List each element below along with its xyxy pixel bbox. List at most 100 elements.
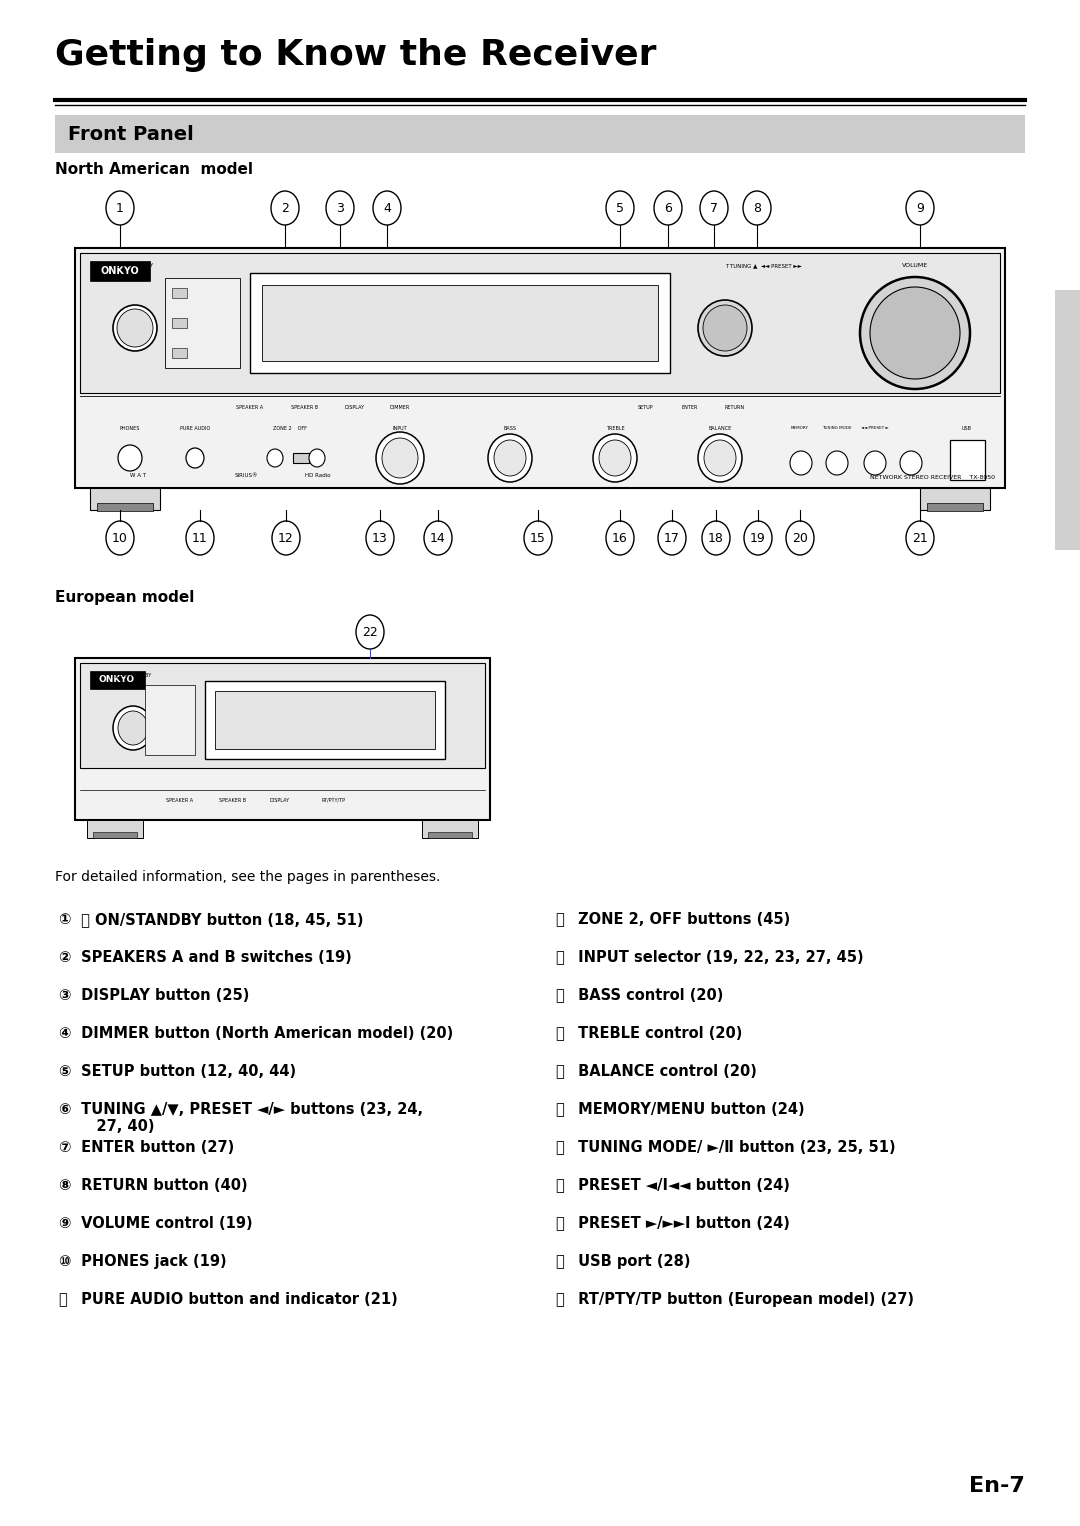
Ellipse shape	[309, 449, 325, 467]
Text: VOLUME: VOLUME	[902, 262, 928, 269]
Text: En-7: En-7	[969, 1476, 1025, 1495]
Ellipse shape	[376, 432, 424, 484]
Bar	[165, 278, 240, 368]
Text: PURE AUDIO button and indicator (21): PURE AUDIO button and indicator (21)	[76, 1293, 397, 1306]
Text: 15: 15	[530, 531, 545, 545]
Bar	[927, 504, 983, 511]
Text: Getting to Know the Receiver: Getting to Know the Receiver	[55, 38, 657, 72]
Ellipse shape	[117, 308, 153, 346]
Text: USB port (28): USB port (28)	[573, 1254, 690, 1270]
Text: MEMORY/MENU button (24): MEMORY/MENU button (24)	[573, 1102, 805, 1117]
Ellipse shape	[786, 520, 814, 555]
Bar	[90, 261, 150, 281]
Ellipse shape	[326, 191, 354, 224]
Text: 10: 10	[112, 531, 127, 545]
Text: ①: ①	[58, 913, 70, 926]
Text: 5: 5	[616, 201, 624, 215]
Text: RETURN: RETURN	[725, 404, 745, 410]
Ellipse shape	[702, 520, 730, 555]
Text: RETURN button (40): RETURN button (40)	[76, 1178, 247, 1193]
Bar	[920, 488, 990, 510]
Text: VOLUME control (19): VOLUME control (19)	[76, 1216, 253, 1231]
Text: BASS: BASS	[503, 426, 516, 430]
Ellipse shape	[366, 520, 394, 555]
Bar	[172, 317, 187, 328]
Text: SIRIUS®: SIRIUS®	[235, 473, 258, 478]
Bar	[249, 273, 670, 372]
Text: 2: 2	[281, 201, 289, 215]
Text: BASS control (20): BASS control (20)	[573, 987, 724, 1003]
Text: TUNING ▲/▼, PRESET ◄/► buttons (23, 24,
    27, 40): TUNING ▲/▼, PRESET ◄/► buttons (23, 24, …	[76, 1102, 423, 1134]
Text: 8: 8	[753, 201, 761, 215]
Text: SPEAKERS A and B switches (19): SPEAKERS A and B switches (19)	[76, 951, 352, 964]
Text: ONKYO: ONKYO	[100, 266, 139, 276]
Text: ⑮: ⑮	[555, 1025, 564, 1041]
Ellipse shape	[826, 452, 848, 475]
Text: ⑧: ⑧	[58, 1178, 70, 1193]
Text: ⑲: ⑲	[555, 1178, 564, 1193]
Text: SPEAKER B: SPEAKER B	[219, 798, 246, 803]
Text: ⑳: ⑳	[555, 1216, 564, 1231]
Text: DIMMER: DIMMER	[390, 404, 410, 410]
Text: TUNING MODE: TUNING MODE	[822, 426, 852, 430]
Text: For detailed information, see the pages in parentheses.: For detailed information, see the pages …	[55, 870, 441, 884]
Bar	[293, 453, 309, 462]
Text: 17: 17	[664, 531, 680, 545]
Bar	[75, 249, 1005, 488]
Ellipse shape	[382, 438, 418, 478]
Text: 6: 6	[664, 201, 672, 215]
Text: W A T: W A T	[130, 473, 146, 478]
Bar	[262, 285, 658, 362]
Ellipse shape	[698, 301, 752, 356]
Ellipse shape	[870, 287, 960, 378]
Ellipse shape	[271, 191, 299, 224]
Ellipse shape	[900, 452, 922, 475]
Ellipse shape	[106, 191, 134, 224]
Bar	[950, 439, 985, 481]
Bar	[422, 819, 478, 838]
Text: 1: 1	[116, 201, 124, 215]
Ellipse shape	[606, 191, 634, 224]
Text: DISPLAY: DISPLAY	[345, 404, 365, 410]
Text: 13: 13	[373, 531, 388, 545]
Text: ⑩: ⑩	[58, 1254, 70, 1270]
Text: TREBLE control (20): TREBLE control (20)	[573, 1025, 742, 1041]
Bar	[428, 832, 472, 838]
Text: HD Radio: HD Radio	[305, 473, 330, 478]
Text: ⑯: ⑯	[555, 1064, 564, 1079]
Text: 19: 19	[751, 531, 766, 545]
Ellipse shape	[744, 520, 772, 555]
Text: 18: 18	[708, 531, 724, 545]
Bar	[87, 819, 143, 838]
Bar	[90, 671, 145, 690]
Text: RT/PTY/TP: RT/PTY/TP	[321, 798, 345, 803]
Bar	[90, 488, 160, 510]
Bar	[80, 662, 485, 768]
Text: USB: USB	[962, 426, 972, 430]
Ellipse shape	[906, 520, 934, 555]
Ellipse shape	[789, 452, 812, 475]
Text: ④: ④	[58, 1025, 70, 1041]
Ellipse shape	[186, 449, 204, 468]
Text: 12: 12	[279, 531, 294, 545]
Ellipse shape	[698, 433, 742, 482]
Text: European model: European model	[55, 591, 194, 604]
Text: BALANCE control (20): BALANCE control (20)	[573, 1064, 757, 1079]
Ellipse shape	[424, 520, 453, 555]
Text: TUNING MODE/ ►/Ⅱ button (23, 25, 51): TUNING MODE/ ►/Ⅱ button (23, 25, 51)	[573, 1140, 895, 1155]
Text: NETWORK STEREO RECEIVER    TX-8050: NETWORK STEREO RECEIVER TX-8050	[870, 475, 995, 481]
Text: MEMORY: MEMORY	[791, 426, 809, 430]
Ellipse shape	[113, 707, 153, 749]
Text: SETUP: SETUP	[637, 404, 652, 410]
Bar	[172, 348, 187, 359]
Text: 20: 20	[792, 531, 808, 545]
Ellipse shape	[106, 520, 134, 555]
Text: 16: 16	[612, 531, 627, 545]
Text: ⑱: ⑱	[555, 1140, 564, 1155]
Text: ⑬: ⑬	[555, 951, 564, 964]
Ellipse shape	[906, 191, 934, 224]
Text: PHONES: PHONES	[120, 426, 140, 430]
Text: ⏻ ON/STANDBY: ⏻ ON/STANDBY	[117, 262, 153, 269]
Text: ◄◄ PRESET ►: ◄◄ PRESET ►	[861, 426, 889, 430]
Text: PHONES jack (19): PHONES jack (19)	[76, 1254, 227, 1270]
